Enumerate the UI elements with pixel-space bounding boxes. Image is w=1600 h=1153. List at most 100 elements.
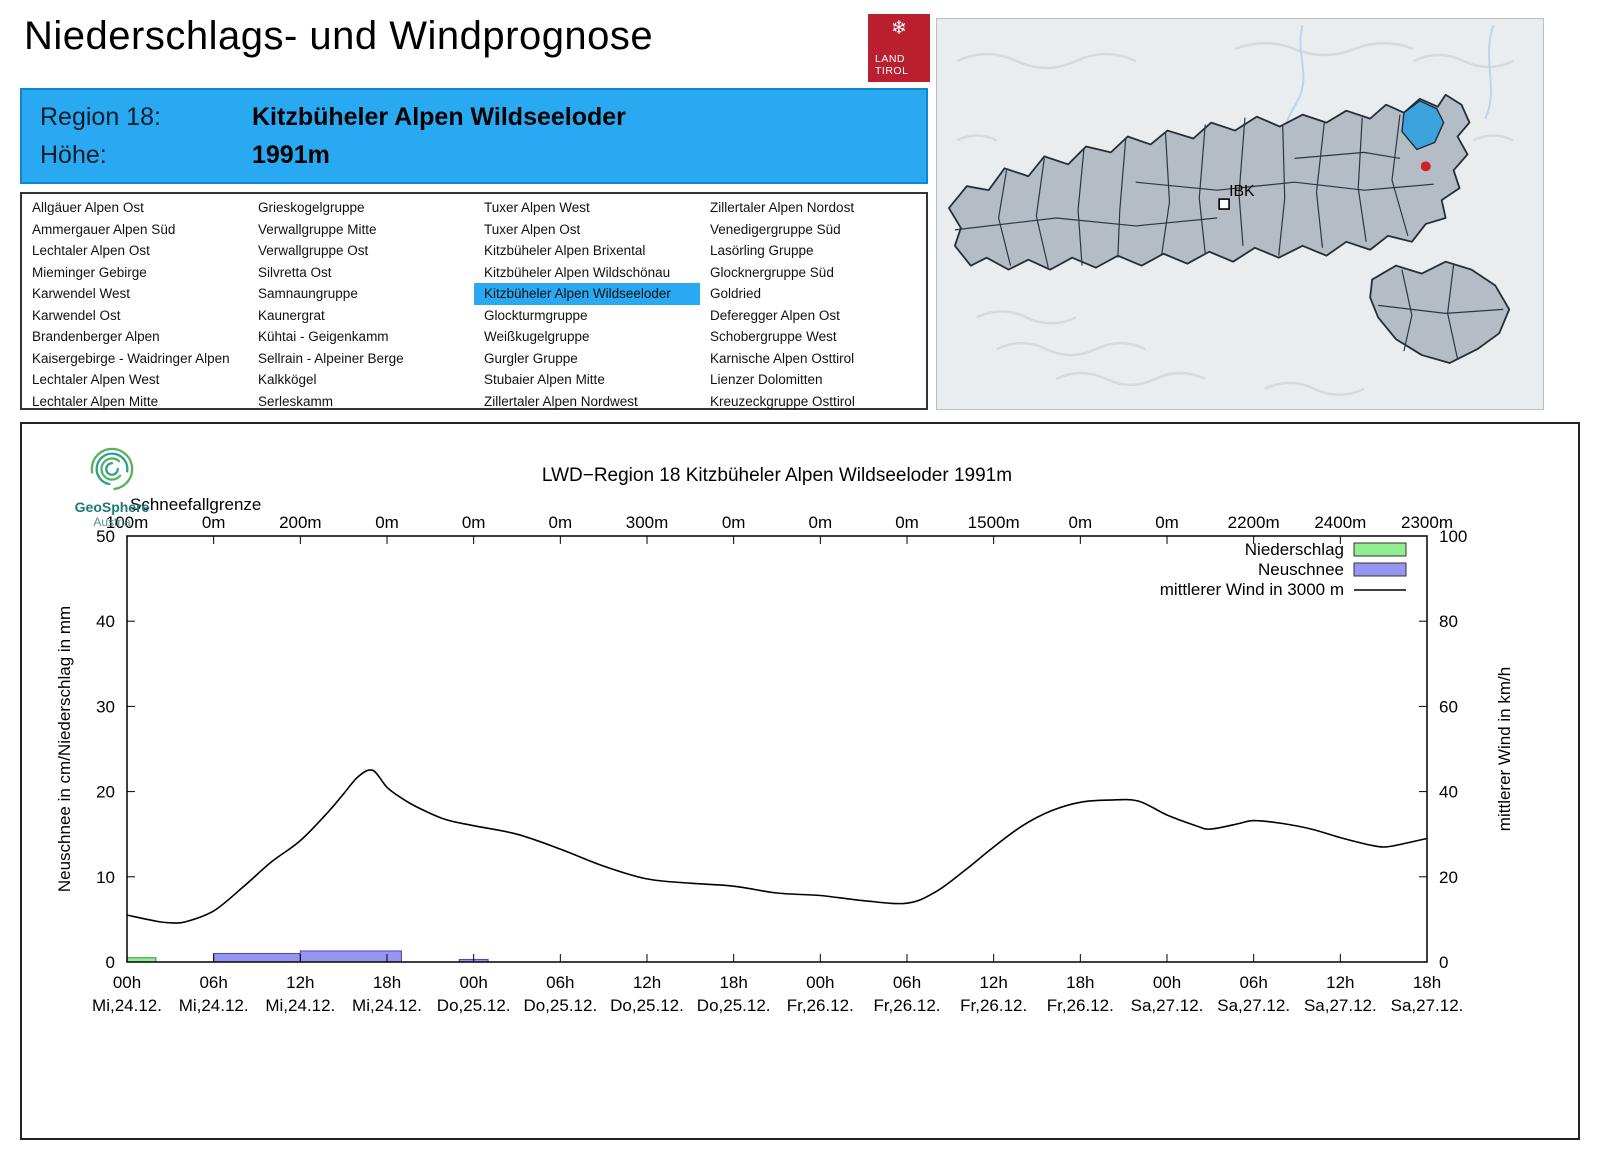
x-tick-hour: 12h (286, 973, 314, 992)
region-item[interactable]: Kaunergrat (258, 307, 325, 323)
region-item[interactable]: Lechtaler Alpen Mitte (32, 393, 159, 409)
x-tick-day: Fr,26.12. (1047, 996, 1114, 1015)
y-right-tick: 60 (1439, 697, 1458, 716)
region-item[interactable]: Kitzbüheler Alpen Brixental (484, 243, 646, 258)
region-item[interactable]: Verwallgruppe Mitte (258, 221, 377, 237)
y-left-tick: 30 (96, 697, 115, 716)
legend-swatch (1353, 542, 1407, 557)
region-item[interactable]: Glockturmgruppe (484, 307, 588, 323)
x-tick-day: Do,25.12. (697, 996, 771, 1015)
snowline-value: 0m (202, 513, 226, 532)
region-item[interactable]: Zillertaler Alpen Nordwest (484, 393, 638, 409)
region-item[interactable]: Deferegger Alpen Ost (710, 307, 840, 323)
region-item[interactable]: Lechtaler Alpen Ost (32, 243, 150, 258)
x-tick-hour: 18h (719, 973, 747, 992)
region-item[interactable]: Kreuzeckgruppe Osttirol (710, 393, 855, 409)
x-tick-day: Fr,26.12. (873, 996, 940, 1015)
region-column: Allgäuer Alpen Ost Ammergauer Alpen Süd Le… (22, 197, 248, 412)
region-item[interactable]: Karwendel Ost (32, 307, 121, 323)
x-tick-day: Sa,27.12. (1304, 996, 1377, 1015)
y-right-tick: 20 (1439, 868, 1458, 887)
region-item[interactable]: Kaisergebirge - Waidringer Alpen (32, 350, 230, 366)
region-item[interactable]: Venedigergruppe Süd (710, 221, 841, 237)
x-tick-hour: 12h (979, 973, 1007, 992)
region-item[interactable]: Lienzer Dolomitten (710, 372, 823, 387)
y-right-tick: 40 (1439, 783, 1458, 802)
region-item[interactable]: Lechtaler Alpen West (32, 372, 160, 387)
y-right-label: mittlerer Wind in km/h (1495, 667, 1514, 831)
x-tick-day: Fr,26.12. (960, 996, 1027, 1015)
y-right-tick: 80 (1439, 612, 1458, 631)
region-item[interactable]: Tuxer Alpen West (484, 200, 590, 215)
x-tick-day: Sa,27.12. (1131, 996, 1204, 1015)
geosphere-icon (90, 447, 134, 491)
region-column: Tuxer Alpen West Tuxer Alpen Ost Kitzbühel… (474, 197, 700, 412)
x-tick-hour: 00h (806, 973, 834, 992)
altitude-label: Höhe: (40, 140, 107, 169)
legend-swatch (1353, 562, 1407, 577)
x-tick-day: Mi,24.12. (92, 996, 162, 1015)
plot-border (126, 535, 1428, 963)
region-item[interactable]: Brandenberger Alpen (32, 329, 160, 344)
region-item[interactable]: Stubaier Alpen Mitte (484, 372, 605, 387)
ibk-marker (1218, 198, 1230, 210)
snowline-value: 2200m (1228, 513, 1280, 532)
snowline-value: 0m (375, 513, 399, 532)
snowline-label: Schneefallgrenze (130, 495, 261, 514)
region-item[interactable]: Tuxer Alpen Ost (484, 221, 581, 237)
tirol-map[interactable]: IBK (937, 19, 1543, 409)
y-right-tick: 100 (1439, 527, 1467, 546)
geosphere-country: Austria (93, 515, 131, 529)
terrain-decoration (956, 41, 1514, 397)
altitude-value: 1991m (252, 140, 330, 169)
snowline-value: 0m (1069, 513, 1093, 532)
y-left-tick: 0 (106, 953, 115, 972)
page-title: Niederschlags- und Windprognose (24, 14, 654, 58)
region-item[interactable]: Mieminger Gebirge (32, 264, 147, 280)
region-item[interactable]: Verwallgruppe Ost (258, 243, 369, 258)
region-item[interactable]: Schobergruppe West (710, 329, 837, 344)
x-tick-hour: 12h (633, 973, 661, 992)
x-tick-hour: 00h (459, 973, 487, 992)
snowline-value: 0m (809, 513, 833, 532)
region-item[interactable]: Zillertaler Alpen Nordost (710, 200, 855, 215)
region-item[interactable]: Kühtai - Geigenkamm (258, 329, 389, 344)
region-item[interactable]: Serleskamm (258, 393, 334, 409)
snowline-value: 0m (722, 513, 746, 532)
region-item[interactable]: Lasörling Gruppe (710, 243, 814, 258)
region-column: Grieskogelgruppe Verwallgruppe Mitte Verwa… (248, 197, 474, 412)
snowline-value: 0m (462, 513, 486, 532)
x-tick-hour: 06h (893, 973, 921, 992)
neuschnee-bar (213, 952, 301, 963)
snowline-value: 0m (895, 513, 919, 532)
forecast-chart: LWD−Region 18 Kitzbüheler Alpen Wildseel… (55, 465, 1514, 1015)
region-item[interactable]: Karnische Alpen Osttirol (710, 350, 855, 366)
region-item[interactable]: Kitzbüheler Alpen Wildschönau (484, 264, 671, 280)
region-item[interactable]: Glocknergruppe Süd (710, 264, 834, 280)
region-item[interactable]: Gurgler Gruppe (484, 350, 578, 366)
region-item[interactable]: Allgäuer Alpen Ost (32, 200, 144, 215)
region-item[interactable]: Sellrain - Alpeiner Berge (258, 350, 404, 366)
y-left-tick: 10 (96, 868, 115, 887)
region-item[interactable]: Ammergauer Alpen Süd (32, 221, 176, 237)
x-tick-hour: 00h (1153, 973, 1181, 992)
x-tick-hour: 00h (113, 973, 141, 992)
region-item-selected[interactable]: Kitzbüheler Alpen Wildseeloder (474, 283, 700, 305)
region-item[interactable]: Samnaungruppe (258, 286, 358, 301)
selected-region-shape[interactable] (1401, 99, 1445, 151)
wind-line (126, 769, 1428, 924)
river (1484, 24, 1495, 120)
region-item[interactable]: Kalkkögel (258, 372, 317, 387)
region-item[interactable]: Goldried (710, 286, 762, 301)
x-tick-day: Mi,24.12. (352, 996, 422, 1015)
region-item[interactable]: Karwendel West (32, 286, 131, 301)
map-panel: IBK (936, 18, 1544, 410)
region-item[interactable]: Weißkugelgruppe (484, 329, 590, 344)
x-tick-hour: 12h (1326, 973, 1354, 992)
legend-label: Neuschnee (1258, 560, 1344, 579)
x-tick-hour: 06h (546, 973, 574, 992)
x-tick-hour: 06h (199, 973, 227, 992)
region-item[interactable]: Grieskogelgruppe (258, 200, 365, 215)
region-item[interactable]: Silvretta Ost (258, 264, 332, 280)
